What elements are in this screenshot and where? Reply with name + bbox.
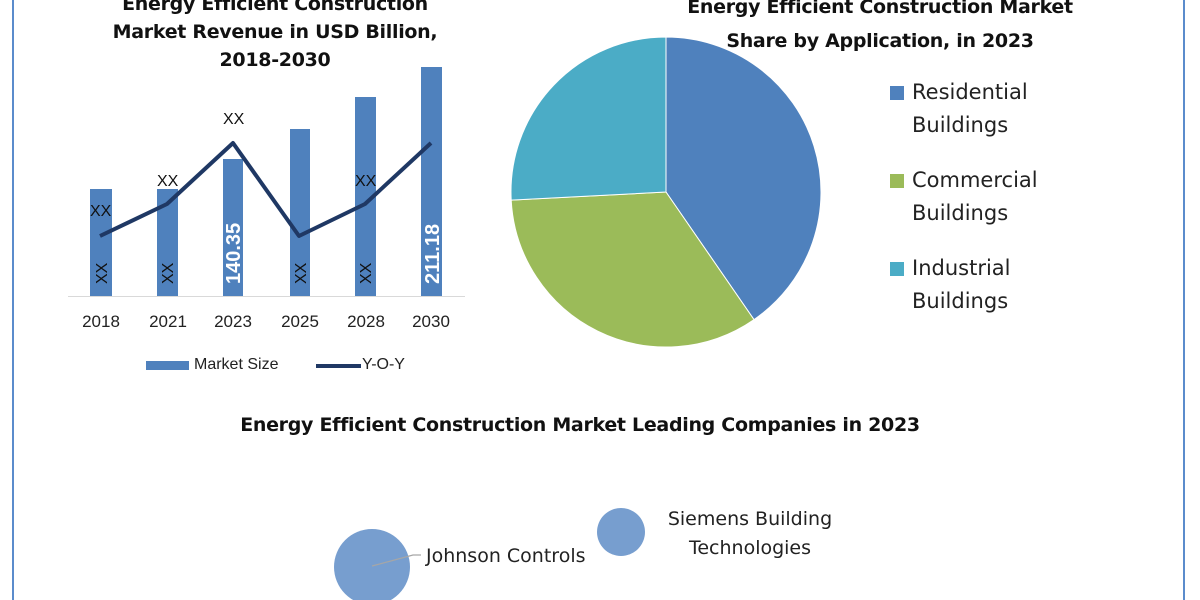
bubble-chart-title: Energy Efficient Construction Market Lea… xyxy=(240,414,920,436)
bar-label-2018: XX xyxy=(94,262,111,284)
frame-right-border xyxy=(1183,0,1185,600)
bubble-chart xyxy=(334,508,645,600)
bar-chart-title-line1: Energy Efficient Construction xyxy=(122,0,428,15)
bar-label-2023: 140.35 xyxy=(223,223,245,284)
line-label-2021: XX xyxy=(157,173,179,190)
industrial-label-line2: Buildings xyxy=(912,289,1009,313)
label-siemens-line1: Siemens Building xyxy=(667,508,833,530)
bar-chart-title-line2: Market Revenue in USD Billion, xyxy=(112,21,438,43)
pie-chart-title: Energy Efficient Construction Market Sha… xyxy=(640,0,1120,58)
bar-label-2030: 211.18 xyxy=(422,224,444,284)
commercial-swatch xyxy=(890,174,904,188)
bar-chart-title-line3: 2018-2030 xyxy=(219,49,331,71)
x-tick-2025: 2025 xyxy=(281,312,319,331)
industrial-label-line1: Industrial xyxy=(912,256,1011,280)
x-tick-2028: 2028 xyxy=(347,312,385,331)
bar-series xyxy=(90,67,442,296)
residential-label-line2: Buildings xyxy=(912,113,1009,137)
pie-slice-residential xyxy=(665,36,822,321)
commercial-label-line1: Commercial xyxy=(912,168,1038,192)
bar-data-labels: XX XX 140.35 XX XX 211.18 xyxy=(94,223,444,284)
legend-market-size-swatch xyxy=(146,361,189,370)
residential-swatch xyxy=(890,86,904,100)
bubble-johnson-controls xyxy=(334,529,410,600)
commercial-label-line2: Buildings xyxy=(912,201,1009,225)
label-siemens-line2: Technologies xyxy=(688,537,812,559)
bar-label-2028: XX xyxy=(358,262,375,284)
bar-chart-title: Energy Efficient Construction Market Rev… xyxy=(90,0,460,74)
x-tick-2030: 2030 xyxy=(412,312,450,331)
line-label-2028: XX xyxy=(355,173,377,190)
bar-2025 xyxy=(290,129,310,296)
bubble-leader-line xyxy=(371,554,421,567)
frame-left-border xyxy=(12,0,14,600)
pie-chart-title-line1: Energy Efficient Construction Market xyxy=(687,0,1073,18)
legend-yoy-label: Y-O-Y xyxy=(362,356,405,373)
bar-label-2021: XX xyxy=(160,262,177,284)
bar-2028 xyxy=(355,97,376,296)
x-tick-2023: 2023 xyxy=(214,312,252,331)
label-siemens: Siemens Building Technologies xyxy=(650,505,850,563)
pie-chart xyxy=(510,36,822,348)
x-tick-2018: 2018 xyxy=(82,312,120,331)
industrial-swatch xyxy=(890,262,904,276)
bubble-siemens xyxy=(597,508,645,556)
legend-market-size-label: Market Size xyxy=(194,356,279,373)
line-data-labels: XX XX XX XX xyxy=(90,111,377,220)
x-tick-2021: 2021 xyxy=(149,312,187,331)
bar-label-2025: XX xyxy=(293,262,310,284)
pie-slice-commercial xyxy=(510,191,755,348)
pie-slice-industrial xyxy=(510,36,667,201)
yoy-line xyxy=(99,141,433,238)
line-label-2023: XX xyxy=(223,111,245,128)
bar-2030 xyxy=(421,67,442,296)
bar-2023 xyxy=(223,159,243,296)
line-label-2018: XX xyxy=(90,203,112,220)
label-johnson-controls: Johnson Controls xyxy=(426,545,586,567)
bar-2021 xyxy=(157,189,178,296)
residential-label-line1: Residential xyxy=(912,80,1028,104)
bar-2018 xyxy=(90,189,112,296)
pie-chart-title-line2: Share by Application, in 2023 xyxy=(726,30,1034,52)
